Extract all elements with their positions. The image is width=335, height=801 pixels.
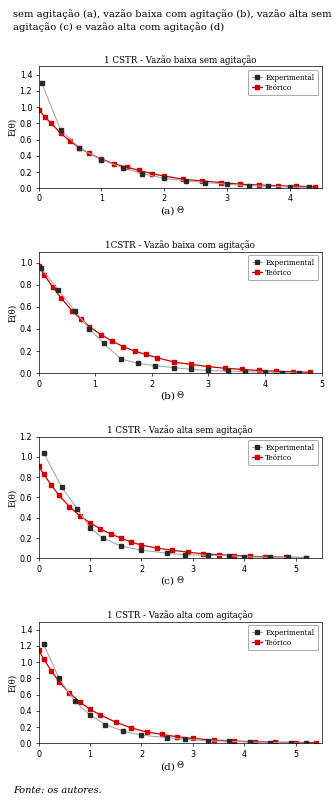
X-axis label: Θ: Θ xyxy=(177,206,184,215)
Text: (c): (c) xyxy=(160,577,175,586)
Legend: Experimental, Teórico: Experimental, Teórico xyxy=(248,70,318,95)
Y-axis label: E(θ): E(θ) xyxy=(8,119,17,136)
Text: (b): (b) xyxy=(160,392,175,401)
X-axis label: Θ: Θ xyxy=(177,391,184,400)
Title: 1 CSTR - Vazão alta com agitação: 1 CSTR - Vazão alta com agitação xyxy=(107,610,253,620)
Text: (d): (d) xyxy=(160,762,175,771)
Y-axis label: E(θ): E(θ) xyxy=(8,304,17,321)
Y-axis label: E(θ): E(θ) xyxy=(8,489,17,506)
X-axis label: Θ: Θ xyxy=(177,576,184,585)
Legend: Experimental, Teórico: Experimental, Teórico xyxy=(248,256,318,280)
Title: 1 CSTR - Vazão baixa sem agitação: 1 CSTR - Vazão baixa sem agitação xyxy=(104,55,256,65)
X-axis label: Θ: Θ xyxy=(177,761,184,770)
Text: (a): (a) xyxy=(160,207,175,216)
Text: sem agitação (a), vazão baixa com agitação (b), vazão alta sem: sem agitação (a), vazão baixa com agitaç… xyxy=(13,10,332,19)
Y-axis label: E(θ): E(θ) xyxy=(8,674,17,691)
Text: Fonte: os autores.: Fonte: os autores. xyxy=(13,786,102,795)
Title: 1 CSTR - Vazão alta sem agitação: 1 CSTR - Vazão alta sem agitação xyxy=(107,425,253,435)
Legend: Experimental, Teórico: Experimental, Teórico xyxy=(248,441,318,465)
Title: 1CSTR - Vazão baixa com agitação: 1CSTR - Vazão baixa com agitação xyxy=(105,240,255,250)
Legend: Experimental, Teórico: Experimental, Teórico xyxy=(248,626,318,650)
Text: agitação (c) e vazão alta com agitação (d): agitação (c) e vazão alta com agitação (… xyxy=(13,22,225,32)
